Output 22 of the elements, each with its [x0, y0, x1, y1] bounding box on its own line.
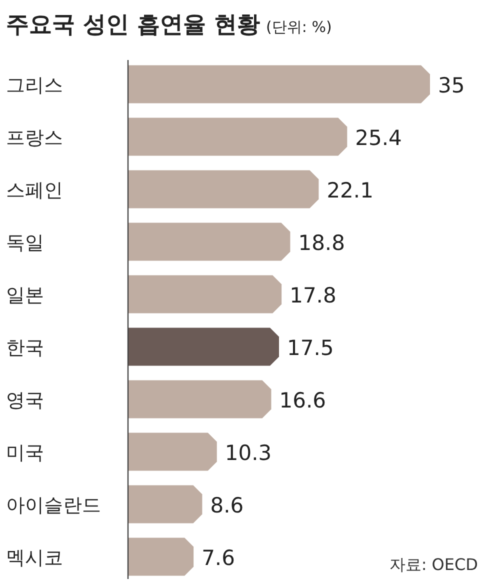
category-label: 아이슬란드 [6, 494, 101, 516]
category-label: 일본 [6, 284, 44, 306]
title: 주요국 성인 흡연율 현황 (단위: %) [6, 12, 332, 38]
data-label: 17.5 [287, 336, 334, 360]
category-label: 멕시코 [6, 546, 63, 569]
data-label: 25.4 [355, 126, 402, 150]
data-label: 10.3 [224, 440, 272, 465]
category-label: 그리스 [6, 74, 63, 96]
annotation: 자료: OECD [389, 555, 478, 574]
category-label: 영국 [6, 389, 44, 412]
data-label: 35 [438, 73, 465, 98]
category-label: 한국 [6, 336, 44, 359]
data-label: 7.6 [202, 546, 235, 570]
data-label: 8.6 [210, 493, 244, 518]
category-label: 프랑스 [6, 126, 63, 149]
category-label: 독일 [6, 232, 44, 254]
data-label: 22.1 [326, 178, 374, 202]
data-label: 17.8 [290, 283, 336, 308]
category-label: 미국 [6, 442, 44, 464]
category-label: 스페인 [6, 179, 63, 202]
data-label: 16.6 [279, 388, 326, 412]
data-label: 18.8 [298, 230, 345, 255]
